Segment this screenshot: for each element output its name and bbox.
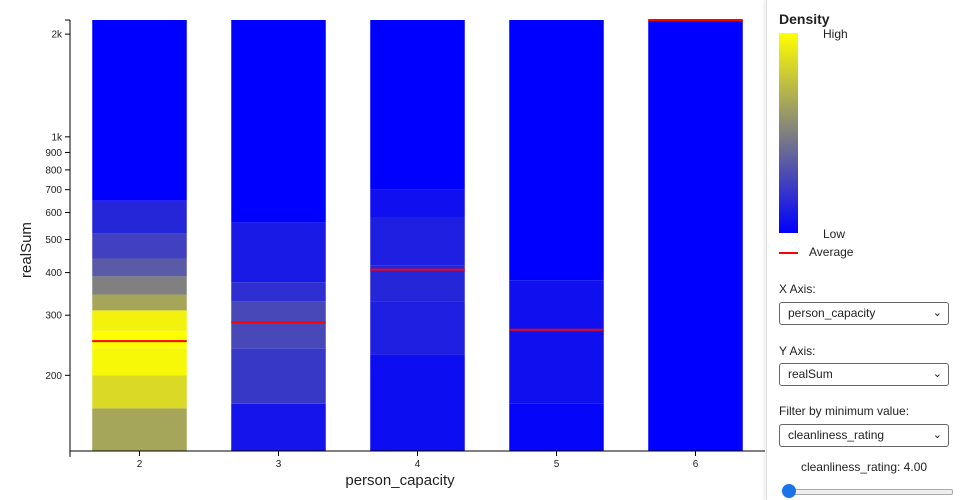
density-band xyxy=(370,265,465,302)
y-tick-label: 600 xyxy=(45,208,62,219)
density-color-ramp xyxy=(779,33,798,233)
filter-slider-thumb[interactable] xyxy=(782,484,796,498)
y-tick-label: 700 xyxy=(45,185,62,196)
x-tick-label: 5 xyxy=(554,459,560,470)
x-tick-label: 4 xyxy=(415,459,421,470)
bar-5 xyxy=(509,20,604,451)
density-band xyxy=(92,294,187,311)
y-tick-label: 2k xyxy=(51,30,63,41)
average-lines xyxy=(92,19,743,343)
density-band xyxy=(92,310,187,331)
chevron-down-icon: ⌄ xyxy=(932,429,942,441)
density-band xyxy=(92,233,187,259)
density-band xyxy=(370,354,465,451)
density-band xyxy=(231,20,326,223)
density-band xyxy=(370,189,465,218)
y-tick-label: 900 xyxy=(45,148,62,159)
y-axis-title: realSum xyxy=(18,222,35,278)
density-band xyxy=(370,301,465,355)
density-band xyxy=(92,348,187,376)
side-panel: Density High Low Average X Axis: person_… xyxy=(766,0,960,500)
bar-2 xyxy=(92,20,187,451)
density-band xyxy=(92,200,187,234)
density-band xyxy=(370,20,465,190)
x-axis-select-value: person_capacity xyxy=(788,306,876,320)
y-tick-label: 200 xyxy=(45,371,62,382)
y-tick-label: 1k xyxy=(51,132,63,143)
density-band xyxy=(92,20,187,201)
y-axis-label: Y Axis: xyxy=(779,344,816,358)
density-heatmap-chart: 2 3 4 5 6 200 300 400 500 600 700 800 900 1k 2k person… xyxy=(18,19,765,489)
x-axis-title: person_capacity xyxy=(345,472,455,489)
x-axis-label: X Axis: xyxy=(779,282,816,296)
slider-value-text: cleanliness_rating: 4.00 xyxy=(800,460,928,474)
x-tick-label: 6 xyxy=(693,459,699,470)
filter-select[interactable]: cleanliness_rating ⌄ xyxy=(779,424,949,447)
y-tick-label: 300 xyxy=(45,311,62,322)
y-tick-label: 400 xyxy=(45,268,62,279)
density-band xyxy=(231,403,326,451)
filter-label: Filter by minimum value: xyxy=(779,404,910,418)
density-band xyxy=(92,330,187,349)
filter-slider-track[interactable] xyxy=(785,489,953,495)
bar-3 xyxy=(231,20,326,451)
legend-low-label: Low xyxy=(823,227,846,241)
bar-4 xyxy=(370,20,465,451)
density-band xyxy=(231,282,326,302)
density-band xyxy=(648,20,743,451)
density-band xyxy=(231,348,326,404)
legend-high-label: High xyxy=(823,27,848,41)
density-band xyxy=(92,258,187,277)
x-axis-select[interactable]: person_capacity ⌄ xyxy=(779,302,949,325)
y-tick-label: 500 xyxy=(45,235,62,246)
y-tick-label: 800 xyxy=(45,165,62,176)
density-band xyxy=(370,217,465,266)
x-tick-label: 2 xyxy=(137,459,143,470)
density-band xyxy=(509,403,604,451)
chevron-down-icon: ⌄ xyxy=(932,307,942,319)
y-axis-select[interactable]: realSum ⌄ xyxy=(779,363,949,386)
density-band xyxy=(92,408,187,451)
density-band xyxy=(509,20,604,281)
axes: 2 3 4 5 6 200 300 400 500 600 700 800 900 1k 2k xyxy=(45,19,765,470)
legend-title: Density xyxy=(779,11,830,27)
filter-select-value: cleanliness_rating xyxy=(788,428,885,442)
bar-6 xyxy=(648,20,743,451)
chevron-down-icon: ⌄ xyxy=(932,368,942,380)
y-axis-select-value: realSum xyxy=(788,367,833,381)
density-band xyxy=(231,301,326,349)
density-bars xyxy=(92,20,743,451)
x-tick-label: 3 xyxy=(276,459,282,470)
density-band xyxy=(509,280,604,404)
average-line-swatch xyxy=(779,252,798,254)
density-band xyxy=(92,375,187,409)
density-band xyxy=(231,222,326,283)
density-band xyxy=(92,276,187,295)
legend-average-label: Average xyxy=(809,245,854,259)
